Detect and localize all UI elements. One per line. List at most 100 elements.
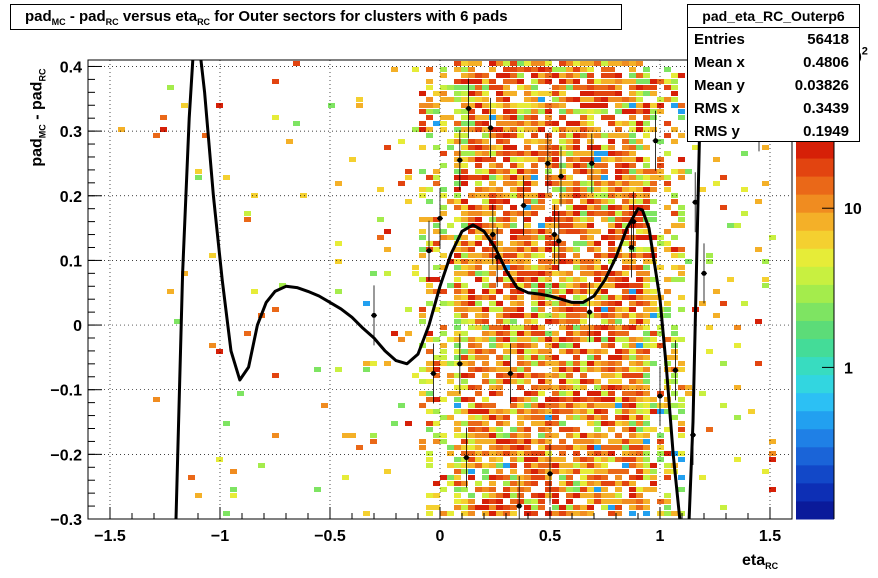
heatmap-bin: [608, 451, 615, 456]
heatmap-bin: [482, 223, 489, 228]
heatmap-bin: [713, 313, 720, 318]
heatmap-bin: [454, 433, 461, 438]
heatmap-bin: [412, 127, 419, 132]
heatmap-bin: [552, 145, 559, 150]
heatmap-bin: [517, 151, 524, 156]
heatmap-bin: [510, 247, 517, 252]
heatmap-bin: [671, 355, 678, 360]
heatmap-bin: [538, 439, 545, 444]
heatmap-bin: [601, 169, 608, 174]
heatmap-bin: [594, 157, 601, 162]
heatmap-bin: [636, 391, 643, 396]
heatmap-bin: [475, 163, 482, 168]
heatmap-bin: [468, 151, 475, 156]
heatmap-bin: [566, 361, 573, 366]
heatmap-bin: [426, 337, 433, 342]
heatmap-bin: [510, 451, 517, 456]
heatmap-bin: [566, 481, 573, 486]
heatmap-bin: [615, 295, 622, 300]
heatmap-bin: [461, 385, 468, 390]
heatmap-bin: [454, 445, 461, 450]
heatmap-bin: [601, 133, 608, 138]
heatmap-bin: [741, 151, 748, 156]
heatmap-bin: [587, 67, 594, 72]
heatmap-bin: [517, 85, 524, 90]
heatmap-bin: [531, 325, 538, 330]
heatmap-bin: [244, 331, 251, 336]
heatmap-bin: [517, 271, 524, 276]
heatmap-bin: [454, 187, 461, 192]
heatmap-bin: [573, 211, 580, 216]
heatmap-bin: [629, 235, 636, 240]
heatmap-bin: [706, 253, 713, 258]
heatmap-bin: [566, 409, 573, 414]
heatmap-bin: [622, 157, 629, 162]
heatmap-bin: [601, 445, 608, 450]
heatmap-bin: [426, 97, 433, 102]
heatmap-bin: [461, 439, 468, 444]
heatmap-bin: [622, 259, 629, 264]
heatmap-bin: [447, 259, 454, 264]
heatmap-bin: [706, 325, 713, 330]
heatmap-bin: [566, 415, 573, 420]
heatmap-bin: [573, 481, 580, 486]
heatmap-bin: [594, 487, 601, 492]
heatmap-bin: [615, 133, 622, 138]
heatmap-bin: [251, 289, 258, 294]
heatmap-bin: [482, 409, 489, 414]
heatmap-bin: [440, 115, 447, 120]
heatmap-bin: [573, 439, 580, 444]
heatmap-bin: [566, 277, 573, 282]
heatmap-bin: [510, 163, 517, 168]
heatmap-bin: [482, 295, 489, 300]
heatmap-bin: [489, 493, 496, 498]
heatmap-bin: [461, 133, 468, 138]
heatmap-bin: [566, 139, 573, 144]
heatmap-bin: [657, 139, 664, 144]
heatmap-bin: [559, 307, 566, 312]
heatmap-bin: [636, 235, 643, 240]
heatmap-bin: [657, 157, 664, 162]
heatmap-bin: [489, 103, 496, 108]
heatmap-bin: [482, 361, 489, 366]
heatmap-bin: [447, 139, 454, 144]
heatmap-bin: [734, 325, 741, 330]
heatmap-bin: [510, 79, 517, 84]
heatmap-bin: [468, 373, 475, 378]
heatmap-bin: [587, 367, 594, 372]
heatmap-bin: [538, 463, 545, 468]
heatmap-bin: [643, 91, 650, 96]
heatmap-bin: [524, 247, 531, 252]
heatmap-bin: [440, 265, 447, 270]
heatmap-bin: [587, 247, 594, 252]
heatmap-bin: [517, 481, 524, 486]
heatmap-bin: [419, 403, 426, 408]
heatmap-bin: [447, 223, 454, 228]
heatmap-bin: [643, 205, 650, 210]
heatmap-bin: [531, 151, 538, 156]
heatmap-bin: [622, 307, 629, 312]
heatmap-bin: [601, 73, 608, 78]
heatmap-bin: [244, 217, 251, 222]
heatmap-bin: [503, 277, 510, 282]
heatmap-bin: [517, 187, 524, 192]
heatmap-bin: [524, 151, 531, 156]
heatmap-bin: [608, 259, 615, 264]
heatmap-bin: [552, 421, 559, 426]
heatmap-bin: [559, 187, 566, 192]
heatmap-bin: [482, 379, 489, 384]
heatmap-bin: [552, 97, 559, 102]
heatmap-bin: [489, 133, 496, 138]
heatmap-bin: [657, 445, 664, 450]
heatmap-bin: [419, 319, 426, 324]
heatmap-bin: [517, 301, 524, 306]
heatmap-bin: [517, 67, 524, 72]
heatmap-bin: [545, 469, 552, 474]
heatmap-bin: [426, 241, 433, 246]
heatmap-bin: [475, 421, 482, 426]
stats-label: Entries: [694, 31, 745, 48]
heatmap-bin: [517, 61, 524, 66]
heatmap-bin: [762, 259, 769, 264]
heatmap-bin: [552, 343, 559, 348]
heatmap-bin: [209, 253, 216, 258]
